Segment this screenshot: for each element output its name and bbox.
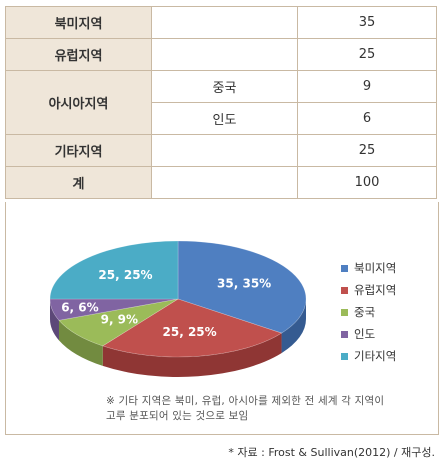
pie-slice: [49, 298, 179, 321]
pie-chart: 35, 35% 25, 25% 9, 9%6, 6% 25, 25%: [49, 240, 307, 377]
legend-item: 중국: [341, 301, 396, 323]
legend-label: 기타지역: [354, 349, 397, 363]
sub-cell: [151, 6, 298, 39]
pie-slice-side: [281, 299, 306, 354]
legend-label: 북미지역: [354, 261, 397, 275]
table-row: 아시아지역 중국 9: [5, 70, 437, 135]
legend-swatch: [341, 330, 348, 338]
note-line: 고루 분포되어 있는 것으로 보임: [106, 410, 249, 422]
table-row: 유럽지역 25: [5, 38, 437, 71]
note-line: ※ 기타 지역은 북미, 유럽, 아시아를 제외한 전 세계 각 지역이: [106, 395, 385, 407]
value-cell: 35: [297, 6, 437, 39]
pie-data-label: 9, 9%: [101, 313, 138, 327]
pie-slice-side: [50, 299, 59, 341]
pie-data-label: 25, 25%: [163, 325, 217, 339]
pie-data-label: 25, 25%: [98, 268, 152, 282]
chart-note: ※ 기타 지역은 북미, 유럽, 아시아를 제외한 전 세계 각 지역이 고루 …: [106, 394, 426, 424]
table-row: 기타지역 25: [5, 134, 437, 167]
pie-slice: [49, 240, 179, 300]
chart-legend: 북미지역 유럽지역 중국 인도 기타지역: [341, 257, 396, 367]
legend-item: 유럽지역: [341, 279, 396, 301]
sub-cell: 인도: [151, 102, 298, 135]
pie-data-label: 35, 35%: [217, 277, 271, 291]
legend-swatch: [341, 308, 348, 316]
source-note: * 자료 : Frost & Sullivan(2012) / 재구성.: [228, 446, 435, 459]
region-cell: 계: [5, 166, 152, 199]
legend-swatch: [341, 264, 348, 272]
region-cell: 유럽지역: [5, 38, 152, 71]
sub-cell: [151, 38, 298, 71]
value-cell: 6: [297, 102, 437, 135]
legend-label: 인도: [354, 327, 376, 341]
legend-swatch: [341, 286, 348, 294]
region-cell: 아시아지역: [5, 70, 152, 135]
sub-cell: 중국: [151, 70, 298, 103]
data-table: 북미지역 35 유럽지역 25 아시아지역 중국 9 인도 6 기타지역 25 …: [5, 6, 437, 199]
pie-slice-side: [102, 333, 282, 377]
legend-item: 인도: [341, 323, 396, 345]
legend-item: 기타지역: [341, 345, 396, 367]
sub-cell: [151, 134, 298, 167]
legend-swatch: [341, 352, 348, 360]
value-cell: 9: [297, 70, 437, 103]
pie-slice-side: [58, 320, 103, 366]
sub-cell: [151, 166, 298, 199]
value-cell: 25: [297, 134, 437, 167]
region-cell: 북미지역: [5, 6, 152, 39]
table-row: 인도 6: [6, 102, 437, 135]
table-row: 북미지역 35: [5, 6, 437, 39]
value-cell: 25: [297, 38, 437, 71]
table-row: 계 100: [5, 166, 437, 199]
pie-slice: [102, 298, 283, 358]
pie-slice: [58, 298, 179, 347]
legend-label: 중국: [354, 305, 376, 319]
pie-slice: [177, 240, 307, 334]
value-cell: 100: [297, 166, 437, 199]
data-table-wrap: 북미지역 35 유럽지역 25 아시아지역 중국 9 인도 6 기타지역 25 …: [5, 6, 437, 199]
pie-data-label: 6, 6%: [61, 300, 98, 314]
chart-panel: 35, 35% 25, 25% 9, 9% 6, 6% 25, 25% 북미지역 유럽지…: [5, 202, 439, 435]
legend-item: 북미지역: [341, 257, 396, 279]
legend-label: 유럽지역: [354, 283, 397, 297]
region-cell: 기타지역: [5, 134, 152, 167]
